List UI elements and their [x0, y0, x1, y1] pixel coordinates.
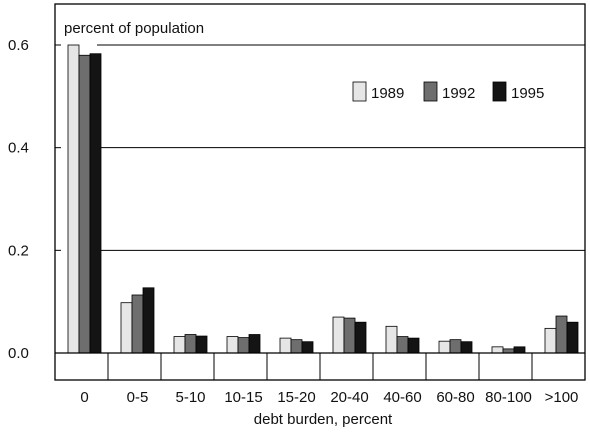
bar-1989-40-60	[385, 325, 398, 354]
x-tick-label: 15-20	[277, 389, 315, 406]
x-tick-label: 80-100	[485, 389, 532, 406]
bar-1989->100	[544, 327, 557, 354]
legend-label-1989: 1989	[371, 85, 404, 102]
bar-1992-60-80	[449, 339, 462, 354]
x-tick-label: 5-10	[175, 389, 205, 406]
y-tick-label: 0.6	[8, 37, 29, 54]
x-tick-label: 10-15	[224, 389, 262, 406]
y-axis-label: percent of population	[64, 20, 204, 37]
x-tick-label: 60-80	[436, 389, 474, 406]
bar-1989-80-100	[491, 346, 504, 354]
bar-1989-15-20	[279, 337, 292, 354]
bar-1992-5-10	[184, 334, 197, 354]
bar-1995-20-40	[354, 321, 367, 354]
x-axis-label: debt burden, percent	[254, 411, 393, 428]
x-tick-labels: 0 0-5 5-10 10-15 15-20 20-40 40-60 60-80 80-100 >…	[80, 353, 578, 406]
bar-1992-15-20	[290, 339, 303, 354]
bar-1989-0-5	[120, 302, 133, 354]
legend-swatch-1992	[423, 81, 438, 102]
bar-1989-20-40	[332, 316, 345, 354]
bar-1995-0-5	[142, 287, 155, 354]
bar-1995-15-20	[301, 341, 314, 354]
bar-1995-5-10	[195, 335, 208, 354]
bar-1992-80-100	[502, 348, 515, 354]
bar-1995-0	[89, 53, 102, 354]
legend-label-1995: 1995	[511, 85, 544, 102]
legend-swatch-1995	[492, 81, 507, 102]
bar-1995-80-100	[513, 346, 526, 354]
bar-1992-10-15	[237, 337, 250, 354]
bar-1992->100	[555, 315, 568, 354]
x-tick-label: 0-5	[127, 389, 149, 406]
bars	[67, 44, 579, 354]
legend: 1989 1992 1995	[352, 81, 544, 102]
bar-1989-5-10	[173, 336, 186, 354]
bar-1992-20-40	[343, 317, 356, 354]
y-tick-label: 0.2	[8, 242, 29, 259]
y-tick-label: 0.4	[8, 140, 29, 157]
x-tick-label: 40-60	[383, 389, 421, 406]
bar-1995-60-80	[460, 341, 473, 354]
x-tick-label: >100	[545, 389, 579, 406]
bar-1992-0	[78, 54, 91, 354]
bar-1992-0-5	[131, 294, 144, 354]
gridlines	[97, 44, 585, 251]
y-tick-label: 0.0	[8, 345, 29, 362]
bar-1989-0	[67, 44, 80, 354]
x-tick-label: 20-40	[330, 389, 368, 406]
bar-1995-10-15	[248, 334, 261, 354]
y-tick-labels: 0.0 0.2 0.4 0.6	[8, 37, 61, 362]
bar-1989-10-15	[226, 336, 239, 354]
bar-1995->100	[566, 321, 579, 354]
bar-1995-40-60	[407, 337, 420, 354]
x-tick-label: 0	[80, 389, 88, 406]
bar-1992-40-60	[396, 336, 409, 354]
legend-label-1992: 1992	[442, 85, 475, 102]
legend-swatch-1989	[352, 81, 367, 102]
bar-1989-60-80	[438, 340, 451, 354]
